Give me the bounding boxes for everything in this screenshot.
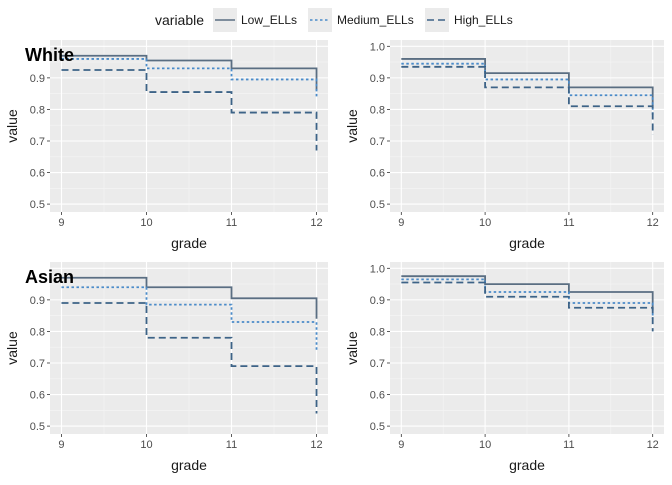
y-axis-title: value: [4, 331, 20, 365]
y-tick-label: 0.9: [370, 295, 385, 307]
y-tick-label: 0.5: [30, 421, 45, 433]
y-tick-label: 0.6: [370, 390, 385, 402]
x-axis-title: grade: [509, 235, 545, 251]
series-line-medium-ells: [61, 58, 318, 97]
series-line-medium-ells: [61, 286, 318, 351]
y-tick-label: 0.6: [30, 168, 45, 180]
legend: variable Low_ELLs Medium_ELLs High_ELLs: [155, 8, 513, 32]
series-line-low-ells: [61, 276, 318, 319]
x-tick-label: 11: [563, 217, 574, 229]
series-line-high-ells: [401, 65, 654, 135]
y-tick-label: 0.5: [30, 199, 45, 211]
series-line-low-ells: [401, 58, 654, 107]
y-axis-title: value: [344, 331, 360, 365]
y-tick-label: 0.5: [370, 199, 385, 211]
panel-title: Asian: [25, 267, 74, 287]
x-tick-label: 11: [226, 217, 237, 229]
panel-4: 0.5 0.6 0.7 0.8 0.9 1.0 9 10 11 12 grade value: [344, 262, 664, 473]
x-tick-label: 11: [563, 439, 574, 451]
y-tick-label: 0.8: [30, 104, 45, 116]
panel-2: 0.5 0.6 0.7 0.8 0.9 1.0 9 10 11 12 grade value: [344, 40, 664, 251]
legend-label-high-ells: High_ELLs: [454, 13, 513, 27]
y-tick-label: 0.6: [370, 168, 385, 180]
series-line-medium-ells: [401, 278, 654, 319]
x-tick-label: 10: [479, 439, 491, 451]
panels: 0.50.60.70.80.99 10 11 12gradevalueWhite0.5…: [4, 40, 664, 473]
series-line-high-ells: [401, 281, 654, 332]
panel-3: 0.5 0.6 0.7 0.8 0.9 9 10 11 12 grade value Asian: [4, 262, 328, 473]
y-tick-label: 0.8: [370, 104, 385, 116]
x-tick-label: 12: [310, 217, 322, 229]
legend-label-medium-ells: Medium_ELLs: [337, 13, 414, 27]
y-tick-label: 0.7: [370, 136, 385, 148]
x-tick-label: 12: [647, 439, 659, 451]
x-axis-title: grade: [509, 457, 545, 473]
x-tick-label: 11: [226, 439, 237, 451]
y-tick-label: 0.8: [30, 326, 45, 338]
x-tick-label: 9: [398, 217, 404, 229]
y-tick-label: 0.8: [370, 326, 385, 338]
y-tick-label: 0.9: [30, 295, 45, 307]
legend-label-low-ells: Low_ELLs: [241, 13, 297, 27]
series-line-high-ells: [61, 69, 318, 151]
x-axis-title: grade: [171, 235, 207, 251]
panel-title: White: [25, 45, 74, 65]
y-axis-title: value: [344, 109, 360, 143]
y-tick-label: 0.6: [30, 390, 45, 402]
series-line-high-ells: [61, 302, 318, 414]
x-tick-label: 9: [58, 439, 64, 451]
y-tick-label: 0.7: [30, 136, 45, 148]
y-tick-label: 0.9: [370, 73, 385, 85]
panel-1: 0.5 0.6 0.7 0.8 0.9 9 10 11 12 grade value White: [4, 40, 328, 251]
y-axis-title: value: [4, 109, 20, 143]
y-tick-label: 0.7: [370, 358, 385, 370]
x-tick-label: 9: [58, 217, 64, 229]
y-tick-label: 0.9: [30, 73, 45, 85]
y-tick-label: 1.0: [370, 263, 385, 275]
x-tick-label: 9: [398, 439, 404, 451]
x-tick-label: 12: [310, 439, 322, 451]
x-tick-label: 10: [140, 217, 152, 229]
x-tick-label: 12: [647, 217, 659, 229]
x-tick-label: 10: [479, 217, 491, 229]
x-axis-title: grade: [171, 457, 207, 473]
y-tick-label: 1.0: [370, 41, 385, 53]
legend-title: variable: [155, 12, 204, 28]
y-tick-label: 0.7: [30, 358, 45, 370]
x-tick-label: 10: [140, 439, 152, 451]
y-tick-label: 0.5: [370, 421, 385, 433]
series-line-low-ells: [61, 54, 318, 91]
series-line-low-ells: [401, 275, 654, 310]
